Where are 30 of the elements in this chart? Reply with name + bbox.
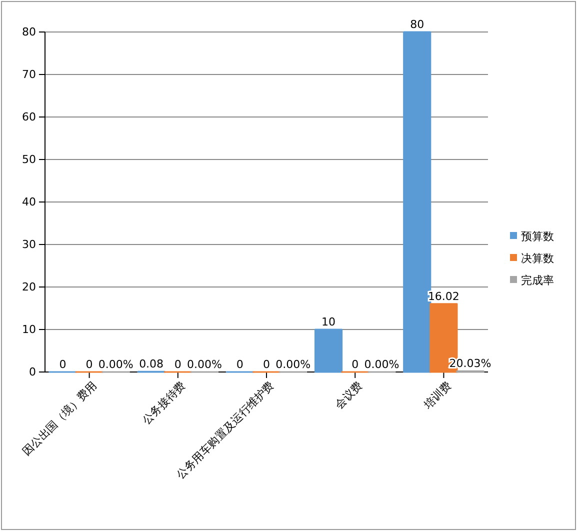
data-label: 0.00% — [187, 358, 222, 371]
x-tick-label: 公务接待费 — [140, 379, 188, 428]
legend-label: 完成率 — [521, 274, 554, 287]
legend-label: 预算数 — [521, 230, 554, 243]
y-tick-label: 80 — [22, 26, 36, 39]
data-label: 10 — [322, 316, 336, 328]
x-tick-label: 因公出国（境）费用 — [20, 379, 100, 458]
legend-label: 决算数 — [521, 252, 554, 265]
data-label: 0 — [263, 358, 270, 371]
data-label: 0 — [174, 358, 182, 371]
data-label: 0 — [352, 358, 359, 371]
data-label: 0 — [236, 358, 244, 371]
y-tick-label: 60 — [22, 110, 36, 124]
x-tick-label: 会议费 — [332, 379, 366, 412]
data-label: 0.08 — [139, 358, 164, 371]
data-label: 80 — [410, 18, 424, 31]
bar — [314, 328, 343, 373]
data-label: 0.00% — [276, 358, 311, 371]
x-tick-label: 培训费 — [420, 379, 454, 412]
y-tick-label: 50 — [22, 153, 36, 166]
y-tick-label: 70 — [22, 68, 36, 82]
data-label: 0.00% — [364, 358, 400, 371]
y-tick-label: 0 — [29, 366, 36, 379]
data-label: 0 — [59, 358, 66, 371]
y-tick-label: 10 — [22, 323, 36, 336]
data-label: 0.00% — [98, 358, 134, 371]
y-tick-label: 40 — [22, 196, 36, 209]
data-label: 0 — [86, 358, 93, 371]
y-tick-label: 30 — [22, 238, 36, 252]
y-tick-label: 20 — [22, 280, 36, 294]
